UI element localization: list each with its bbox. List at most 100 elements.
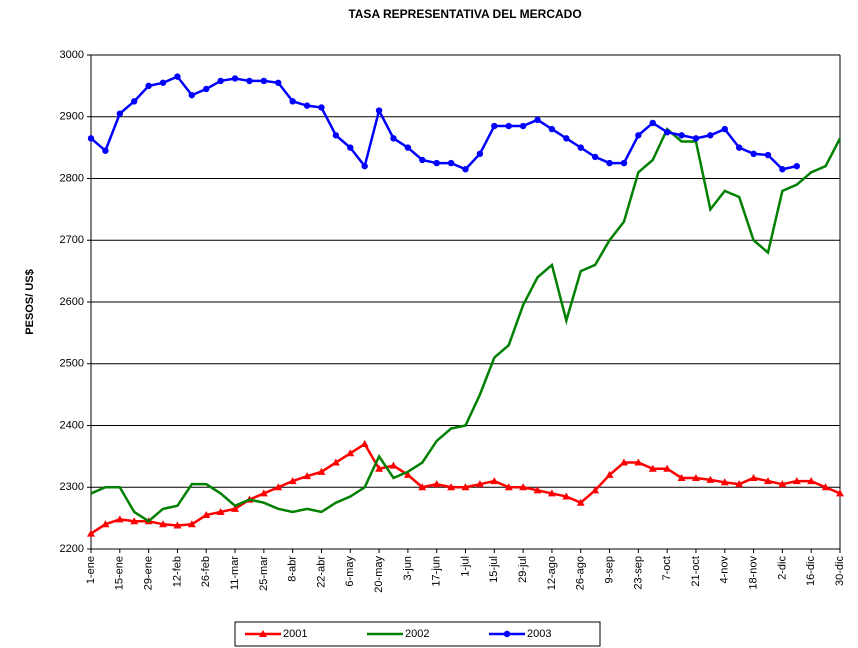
x-tick-label: 26-feb [200, 556, 212, 587]
point [187, 520, 196, 528]
point [188, 91, 196, 99]
point [677, 473, 686, 481]
point [202, 511, 211, 519]
point [792, 477, 801, 485]
x-tick-label: 26-ago [575, 556, 587, 590]
point [375, 107, 383, 114]
point [533, 486, 542, 494]
point [519, 483, 528, 491]
point [433, 159, 440, 167]
point [735, 480, 744, 488]
point [101, 520, 110, 528]
series-line [90, 127, 842, 523]
point [475, 480, 484, 488]
y-tick-label: 2200 [60, 543, 84, 555]
point [375, 464, 384, 472]
point [634, 458, 643, 466]
point [447, 159, 455, 167]
point [649, 119, 656, 127]
point [102, 147, 109, 154]
point [764, 151, 772, 159]
point [576, 498, 585, 506]
point [821, 483, 830, 491]
point [159, 79, 167, 86]
y-tick-label: 2400 [60, 419, 84, 431]
point [721, 125, 728, 133]
point [591, 486, 600, 494]
x-tick-label: 20-may [373, 556, 385, 593]
point [317, 467, 326, 475]
point [663, 128, 671, 136]
point [174, 73, 181, 80]
point [203, 85, 210, 93]
legend-label: 2001 [283, 628, 307, 640]
point [159, 520, 168, 528]
point [289, 98, 296, 105]
x-tick-label: 23-sep [632, 556, 644, 590]
point [231, 75, 239, 82]
point [562, 492, 571, 500]
x-tick-label: 6-may [344, 556, 356, 587]
point [793, 162, 800, 170]
point [403, 470, 412, 478]
point [303, 102, 311, 109]
point [131, 98, 138, 105]
legend-label: 2003 [527, 628, 551, 640]
point [260, 77, 268, 85]
point [217, 77, 224, 85]
point [763, 477, 772, 485]
point [807, 477, 816, 485]
point [534, 116, 541, 124]
x-tick-label: 12-feb [171, 556, 183, 587]
point [404, 144, 412, 151]
point [447, 483, 456, 491]
point [390, 135, 397, 142]
x-tick-label: 3-jun [402, 556, 414, 580]
x-tick-label: 12-ago [546, 556, 558, 590]
y-tick-label: 2500 [60, 358, 84, 370]
point [231, 504, 240, 512]
x-tick-label: 15-jul [488, 556, 500, 583]
point [461, 483, 470, 491]
x-tick-label: 18-nov [747, 556, 759, 590]
y-tick-label: 2700 [60, 234, 84, 246]
point [720, 478, 729, 486]
y-tick-label: 3000 [60, 49, 84, 61]
point [750, 150, 757, 157]
point [691, 473, 700, 481]
point [504, 483, 513, 491]
point [419, 156, 426, 164]
point [246, 77, 253, 85]
x-tick-label: 30-dic [834, 556, 846, 586]
x-tick-label: 9-sep [603, 556, 615, 584]
point [389, 461, 398, 469]
x-tick-label: 21-oct [690, 556, 702, 587]
x-tick-label: 2-dic [776, 556, 788, 580]
point [706, 475, 715, 483]
x-tick-label: 11-mar [229, 556, 241, 590]
x-tick-label: 22-abr [315, 556, 327, 588]
point [605, 470, 614, 478]
point [115, 515, 124, 523]
y-tick-label: 2600 [60, 296, 84, 308]
y-axis-title: PESOS/ US$ [24, 269, 36, 334]
point [577, 144, 584, 151]
point [836, 489, 844, 497]
point [318, 104, 325, 111]
legend-marker [503, 630, 511, 638]
point [490, 477, 499, 485]
legend-label: 2002 [405, 628, 429, 640]
series-line [90, 75, 798, 171]
x-tick-label: 17-jun [431, 556, 443, 587]
chart-title: TASA REPRESENTATIVA DEL MERCADO [348, 7, 581, 21]
point [619, 458, 628, 466]
point [347, 144, 354, 151]
x-tick-label: 1-ene [85, 556, 97, 584]
y-tick-label: 2300 [60, 481, 84, 493]
point [563, 135, 570, 142]
point [173, 521, 182, 529]
point [678, 132, 685, 139]
x-tick-label: 29-jul [517, 556, 529, 583]
x-tick-label: 16-dic [805, 556, 817, 586]
point [547, 489, 556, 497]
